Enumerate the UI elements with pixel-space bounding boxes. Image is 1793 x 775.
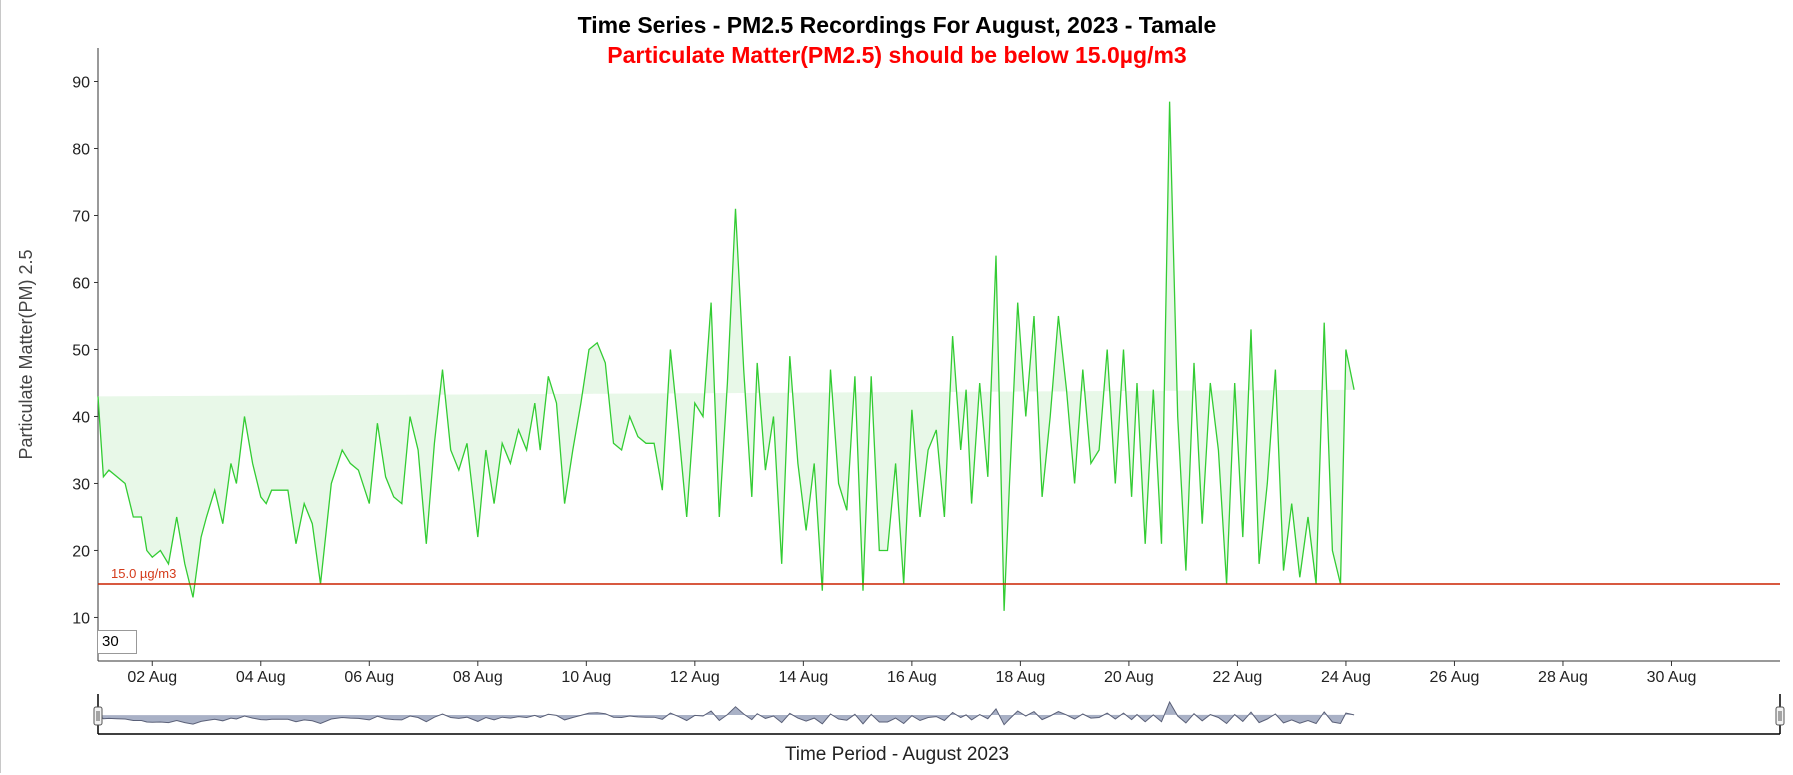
x-tick-label: 14 Aug (778, 669, 828, 686)
navigator-area (97, 700, 1355, 726)
x-tick-label: 28 Aug (1538, 669, 1588, 686)
navigator-left-handle[interactable] (93, 706, 103, 726)
threshold-group: 15.0 µg/m3 (98, 566, 1780, 585)
x-tick-label: 06 Aug (344, 669, 394, 686)
series-line (97, 101, 1355, 611)
x-tick-label: 20 Aug (1104, 669, 1154, 686)
range-navigator[interactable] (93, 694, 1785, 735)
x-tick-label: 24 Aug (1321, 669, 1371, 686)
x-tick-label: 16 Aug (887, 669, 937, 686)
x-ticks: 02 Aug 04 Aug 06 Aug 08 Aug 10 Aug 12 Aug 14 A… (127, 661, 1696, 686)
axes (97, 48, 1780, 662)
x-tick-label: 02 Aug (127, 669, 177, 686)
y-tick-label: 30 (72, 476, 90, 493)
y-tick-label: 80 (72, 141, 90, 158)
rolling-period-input[interactable]: 30 (97, 630, 137, 654)
y-tick-label: 20 (72, 543, 90, 560)
x-tick-label: 08 Aug (453, 669, 503, 686)
y-tick-label: 90 (72, 74, 90, 91)
threshold-label: 15.0 µg/m3 (111, 566, 176, 581)
navigator-right-handle[interactable] (1775, 706, 1785, 726)
y-tick-label: 50 (72, 342, 90, 359)
x-tick-label: 12 Aug (670, 669, 720, 686)
y-tick-label: 70 (72, 208, 90, 225)
x-tick-label: 26 Aug (1430, 669, 1480, 686)
x-tick-label: 18 Aug (995, 669, 1045, 686)
series-area-fill (98, 101, 1355, 611)
plot-area[interactable] (97, 101, 1355, 611)
x-tick-label: 10 Aug (561, 669, 611, 686)
y-tick-label: 10 (72, 610, 90, 627)
x-tick-label: 30 Aug (1647, 669, 1697, 686)
x-axis-label: Time Period - August 2023 (785, 744, 1009, 765)
chart-subtitle: Particulate Matter(PM2.5) should be belo… (607, 42, 1186, 68)
y-axis-label: Particulate Matter(PM) 2.5 (16, 249, 36, 459)
y-tick-label: 60 (72, 275, 90, 292)
x-tick-label: 22 Aug (1213, 669, 1263, 686)
y-tick-label: 40 (72, 409, 90, 426)
y-ticks: 10 20 30 40 50 60 70 80 90 (72, 74, 98, 627)
chart-title: Time Series - PM2.5 Recordings For Augus… (578, 12, 1217, 38)
x-tick-label: 04 Aug (236, 669, 286, 686)
